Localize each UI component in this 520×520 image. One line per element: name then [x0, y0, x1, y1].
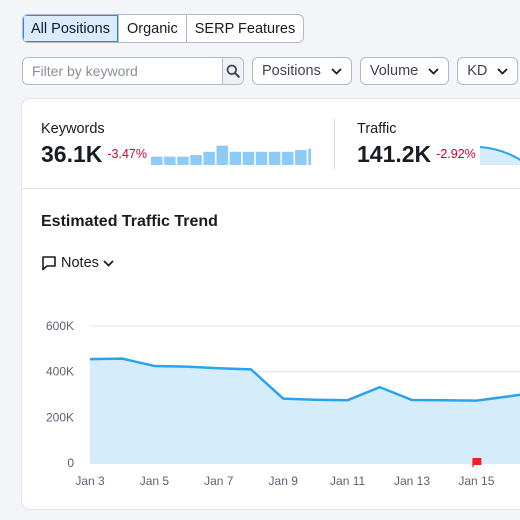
x-tick-label: Jan 13	[394, 474, 430, 488]
traffic-sparkline	[479, 146, 520, 165]
sparkline-bar	[190, 155, 202, 165]
x-tick-label: Jan 5	[140, 474, 170, 488]
x-tick-label: Jan 11	[330, 474, 365, 488]
x-tick-label: Jan 3	[75, 474, 105, 488]
traffic-metric[interactable]: Traffic 141.2K -2.92%	[357, 121, 520, 167]
sparkline-bar	[177, 156, 189, 165]
notes-label: Notes	[61, 255, 99, 271]
chevron-down-icon	[428, 67, 439, 75]
x-tick-label: Jan 7	[204, 474, 234, 488]
notes-toggle[interactable]: Notes	[41, 255, 114, 271]
sparkline-bar	[150, 156, 163, 165]
sparkline-bar	[229, 151, 242, 165]
traffic-label: Traffic	[357, 121, 397, 137]
sparkline-bar	[308, 148, 311, 165]
traffic-trend-chart: 0 200K 400K 600K Jan 3 Jan 5 Jan 7 Jan 9 Jan 11 J…	[46, 319, 520, 488]
keywords-delta: -3.47%	[107, 147, 147, 161]
tab-organic[interactable]: Organic	[119, 15, 187, 42]
volume-dropdown-label: Volume	[369, 63, 419, 79]
chevron-down-icon	[331, 67, 342, 75]
overview-card: Keywords 36.1K -3.47% Traffic 141.2K -2.…	[22, 99, 520, 509]
filter-row: Positions Volume KD	[22, 57, 519, 85]
sparkline-bar	[268, 151, 281, 165]
metric-separator	[334, 119, 335, 169]
magnifier-icon	[226, 64, 240, 78]
keyword-filter	[22, 57, 244, 85]
kd-dropdown[interactable]: KD	[457, 57, 519, 85]
volume-dropdown[interactable]: Volume	[359, 57, 450, 85]
keywords-sparkline	[150, 145, 311, 165]
y-tick-label: 400K	[46, 365, 74, 379]
chevron-down-icon	[103, 259, 114, 267]
keyword-filter-input[interactable]	[23, 58, 222, 84]
traffic-value: 141.2K	[357, 140, 432, 167]
sparkline-bar	[242, 151, 255, 165]
keywords-label: Keywords	[41, 121, 105, 137]
sparkline-bar	[164, 156, 176, 165]
comment-icon	[42, 256, 56, 271]
positions-dropdown[interactable]: Positions	[252, 57, 352, 85]
traffic-area	[90, 358, 520, 463]
positions-dropdown-label: Positions	[262, 63, 321, 79]
kd-dropdown-label: KD	[467, 63, 488, 79]
traffic-line	[89, 357, 520, 402]
sparkline-bar	[295, 150, 307, 165]
chevron-down-icon	[497, 67, 509, 75]
y-tick-label: 0	[67, 456, 74, 470]
sparkline-bar	[255, 151, 268, 165]
traffic-delta: -2.92%	[436, 147, 476, 161]
sparkline-bar	[216, 145, 228, 165]
keywords-value: 36.1K	[41, 140, 103, 167]
sparkline-bar	[281, 151, 294, 165]
sparkline-bar	[203, 151, 215, 165]
note-marker[interactable]	[472, 458, 482, 468]
y-tick-label: 600K	[46, 319, 74, 333]
tab-all-positions[interactable]: All Positions	[23, 15, 119, 42]
x-tick-label: Jan 9	[269, 474, 299, 488]
chart-title: Estimated Traffic Trend	[41, 213, 218, 230]
x-tick-label: Jan 15	[458, 474, 494, 488]
summary-divider	[22, 188, 520, 189]
position-type-tabs: All Positions Organic SERP Features	[22, 14, 305, 43]
keywords-metric[interactable]: Keywords 36.1K -3.47%	[41, 121, 311, 167]
search-button[interactable]	[222, 58, 243, 84]
tab-serp-features[interactable]: SERP Features	[194, 20, 296, 37]
y-tick-label: 200K	[46, 410, 74, 424]
